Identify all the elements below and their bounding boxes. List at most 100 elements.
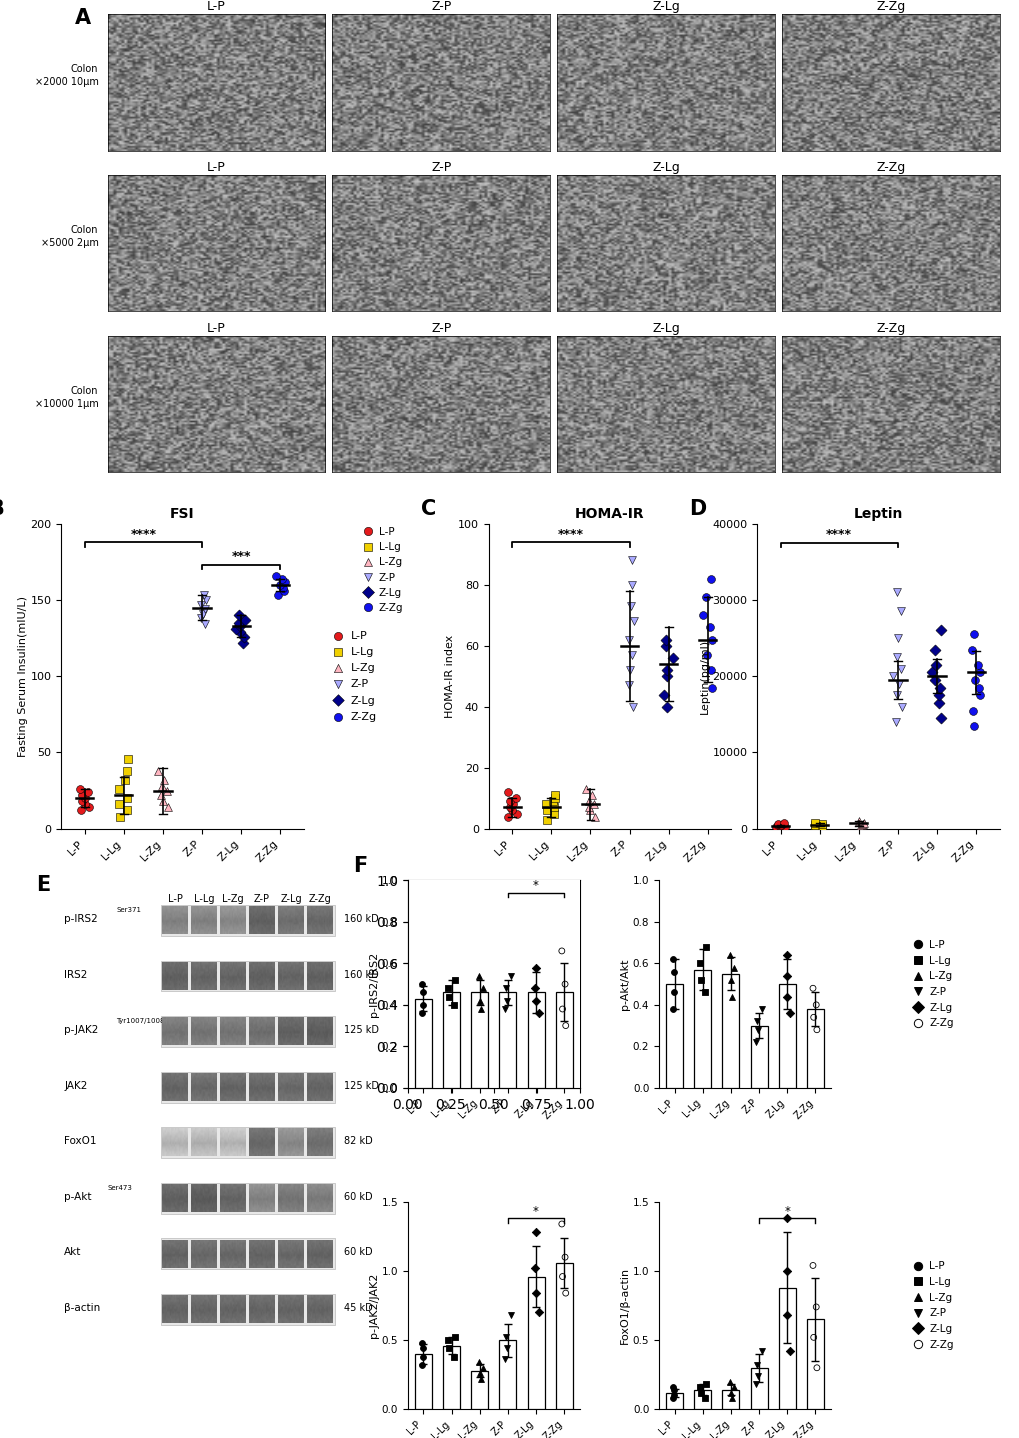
Point: [692, 1380, 708, 1403]
Point: [231, 614, 248, 637]
Bar: [160, 1294, 334, 1324]
Bar: [665, 984, 683, 1087]
Point: [118, 800, 135, 823]
Point: [197, 613, 213, 636]
Point: [777, 965, 794, 988]
Bar: [779, 984, 795, 1087]
Point: [664, 948, 681, 971]
Point: [622, 659, 638, 682]
Text: FoxO1: FoxO1: [64, 1136, 97, 1146]
Point: [553, 939, 570, 962]
Y-axis label: FoxO1/β-actin: FoxO1/β-actin: [620, 1267, 630, 1345]
Bar: [471, 992, 488, 1087]
Text: 82 kD: 82 kD: [343, 1136, 372, 1146]
Point: [501, 795, 518, 818]
Point: [235, 631, 252, 654]
Point: [496, 1347, 513, 1370]
Point: [503, 800, 520, 823]
Point: [697, 935, 713, 958]
Point: [965, 623, 981, 646]
Text: Z-P: Z-P: [254, 893, 270, 903]
Point: [665, 981, 682, 1004]
Text: p-IRS2: p-IRS2: [64, 915, 98, 925]
Point: [769, 812, 786, 835]
Point: [703, 628, 719, 651]
Point: [119, 748, 136, 771]
Point: [471, 989, 487, 1012]
Point: [153, 784, 169, 807]
Point: [625, 610, 641, 633]
Point: [413, 1002, 429, 1025]
Text: Z-Zg: Z-Zg: [309, 893, 331, 903]
Text: p-Akt: p-Akt: [64, 1192, 92, 1202]
Point: [777, 1260, 794, 1283]
Point: [553, 1212, 570, 1235]
Point: [271, 574, 287, 597]
Point: [932, 618, 949, 641]
Point: [556, 1245, 573, 1268]
Point: [723, 985, 740, 1008]
Point: [530, 1301, 546, 1324]
Point: [665, 961, 682, 984]
Point: [539, 808, 555, 831]
Point: [154, 775, 170, 798]
Bar: [527, 992, 544, 1087]
Point: [971, 661, 987, 684]
Text: *: *: [784, 1205, 790, 1218]
Bar: [160, 1238, 334, 1270]
Point: [111, 805, 127, 828]
Y-axis label: p-JAK2/JAK2: p-JAK2/JAK2: [369, 1273, 378, 1339]
Point: [850, 810, 866, 833]
Point: [441, 985, 458, 1008]
Point: [855, 811, 871, 834]
Point: [702, 567, 718, 590]
Point: [497, 976, 514, 999]
Point: [499, 805, 516, 828]
Point: [748, 1009, 764, 1032]
Point: [769, 814, 786, 837]
Point: [969, 653, 985, 676]
Point: [696, 1386, 712, 1409]
Point: [415, 1337, 431, 1360]
Y-axis label: p-IRS2/IRS2: p-IRS2/IRS2: [369, 952, 378, 1017]
Point: [926, 669, 943, 692]
Point: [71, 778, 88, 801]
Point: [923, 661, 940, 684]
Bar: [442, 992, 460, 1087]
Point: [749, 1018, 765, 1041]
Point: [721, 1380, 738, 1403]
Point: [155, 789, 171, 812]
Point: [813, 812, 829, 835]
Point: [546, 787, 562, 810]
Point: [779, 985, 795, 1008]
Point: [623, 594, 639, 617]
Point: [413, 1353, 429, 1376]
Y-axis label: p-Akt/Akt: p-Akt/Akt: [620, 958, 630, 1009]
Point: [545, 795, 561, 818]
Point: [474, 976, 490, 999]
Point: [440, 1329, 457, 1352]
Point: [806, 815, 822, 838]
Title: L-P: L-P: [207, 161, 225, 174]
Point: [538, 792, 554, 815]
Point: [583, 784, 599, 807]
Text: ****: ****: [825, 528, 852, 541]
Point: [538, 800, 554, 823]
Point: [776, 815, 793, 838]
Text: 45 kD: 45 kD: [343, 1303, 372, 1313]
Point: [658, 659, 675, 682]
Point: [74, 784, 91, 807]
Point: [269, 584, 285, 607]
Point: [445, 1345, 462, 1368]
Bar: [160, 1183, 334, 1214]
Bar: [160, 906, 334, 936]
Text: Ser473: Ser473: [108, 1185, 132, 1191]
Point: [723, 1386, 740, 1409]
Point: [691, 1376, 707, 1399]
Point: [772, 812, 789, 835]
Point: [197, 598, 213, 621]
Text: Colon
×5000 2μm: Colon ×5000 2μm: [41, 224, 98, 247]
Point: [267, 564, 283, 587]
Point: [230, 611, 247, 634]
Point: [965, 715, 981, 738]
